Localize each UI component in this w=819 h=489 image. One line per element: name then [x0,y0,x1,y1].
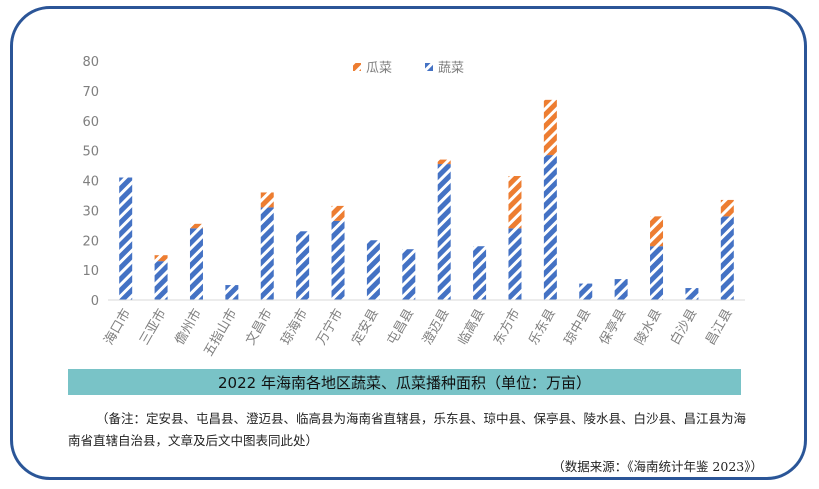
x-tick-label: 海口市 [101,306,134,348]
data-source: （数据来源：《海南统计年鉴 2023》） [552,459,763,474]
y-tick-label: 0 [91,294,99,309]
bar-segment-melon [720,199,734,217]
chart-title: 2022 年海南各地区蔬菜、瓜菜播种面积（单位：万亩） [68,369,741,395]
bar-segment-vegetable [189,228,203,300]
bar-segment-melon [331,205,345,221]
bars [119,99,734,300]
x-tick-label: 保亭县 [596,306,629,348]
footnote: （备注：定安县、屯昌县、澄迈县、临高县为海南省直辖县，乐东县、琼中县、保亭县、陵… [68,411,747,448]
bar-segment-vegetable [366,240,380,300]
x-tick-label: 临高县 [455,306,488,348]
bar-segment-vegetable [473,246,487,300]
x-tick-label: 昌江县 [703,307,735,348]
x-tick-label: 琼中县 [562,307,594,348]
legend-label: 瓜菜 [366,61,392,76]
legend-label: 蔬菜 [438,61,464,76]
x-tick-label: 三亚市 [136,306,169,348]
bar-segment-vegetable [437,164,451,300]
bar-segment-vegetable [685,288,699,300]
x-tick-label: 东方市 [490,306,523,348]
x-tick-label: 万宁市 [313,306,346,348]
x-tick-label: 定安县 [349,307,381,348]
bar-segment-melon [154,255,168,262]
bar-segment-vegetable [225,285,239,300]
bar-segment-vegetable [119,177,133,300]
bar-segment-vegetable [260,207,274,300]
x-tick-label: 儋州市 [172,306,205,348]
x-tick-label: 文昌市 [242,306,275,348]
bar-segment-melon [260,192,274,208]
y-tick-label: 50 [82,145,99,160]
bar-segment-vegetable [543,155,557,300]
legend-swatch [425,63,433,71]
x-tick-label: 乐东县 [526,307,558,348]
x-tick-label: 白沙县 [667,306,700,348]
bar-segment-vegetable [296,231,310,300]
x-tick-label: 陵水县 [632,307,664,348]
bar-segment-melon [543,99,557,156]
x-tick-label: 澄迈县 [420,307,452,348]
y-tick-label: 20 [82,234,99,249]
bar-segment-melon [437,159,451,165]
bar-segment-vegetable [331,220,345,300]
bar-segment-vegetable [720,216,734,300]
bar-segment-vegetable [402,249,416,300]
bar-segment-vegetable [650,246,664,300]
x-tick-label: 屯昌县 [385,307,417,348]
y-tick-label: 70 [82,85,99,100]
y-tick-label: 40 [82,175,99,190]
x-tick-label: 五指山市 [200,306,240,359]
y-tick-label: 60 [82,115,99,130]
legend: 瓜菜 蔬菜 [353,61,464,76]
y-tick-label: 80 [82,55,99,70]
y-tick-label: 10 [82,264,99,279]
legend-swatch [353,63,361,71]
bar-segment-vegetable [614,279,628,300]
bar-segment-melon [508,176,522,229]
bar-segment-melon [650,216,664,247]
x-tick-label: 琼海市 [278,306,311,348]
bar-segment-vegetable [579,283,593,300]
bar-segment-vegetable [508,228,522,300]
bar-segment-melon [189,223,203,229]
y-axis: 0 10 20 30 40 50 60 70 80 [82,55,99,309]
card-frame [10,6,807,480]
bar-segment-vegetable [154,261,168,300]
y-tick-label: 30 [82,204,99,219]
